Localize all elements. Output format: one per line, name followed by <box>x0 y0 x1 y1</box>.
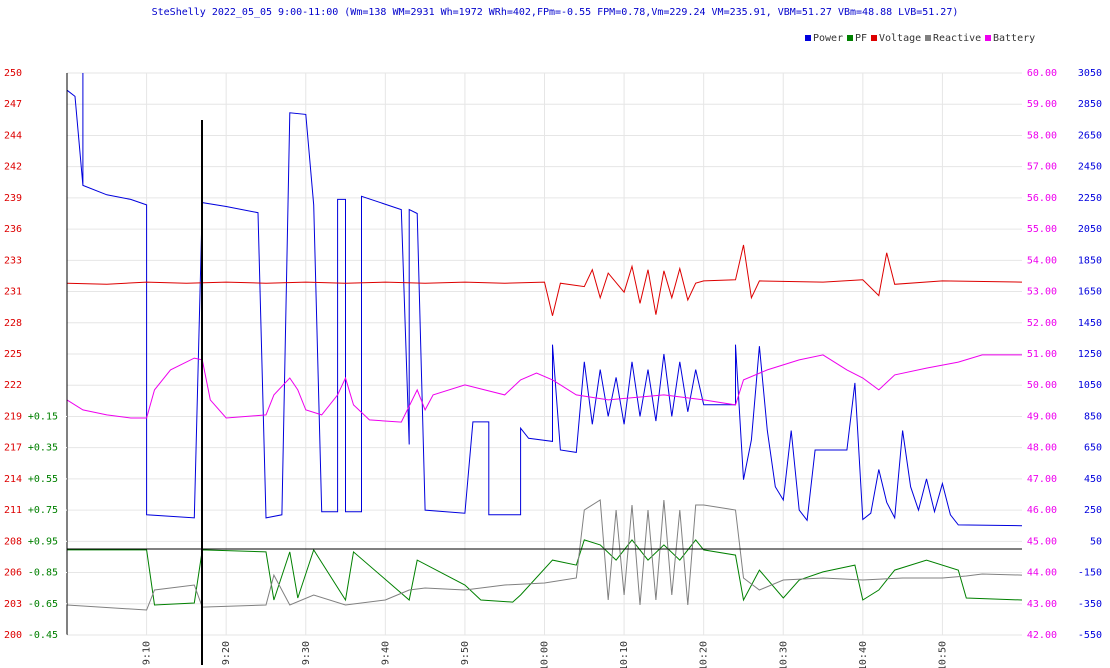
series-line <box>66 354 1022 423</box>
y3-tick-label: 850 <box>1084 411 1102 422</box>
y3-tick-label: 2050 <box>1078 224 1102 235</box>
legend-swatch <box>871 35 877 41</box>
y-tick-label: 242 <box>4 162 22 173</box>
y-tick-label: 250 <box>4 68 22 79</box>
y-tick-label: 239 <box>4 193 22 204</box>
y3-tick-label: 1650 <box>1078 287 1102 298</box>
y3-tick-label: -550 <box>1078 630 1102 641</box>
x-tick-label: 10:20 <box>699 641 710 668</box>
y2-tick-label: 60.00 <box>1027 68 1057 79</box>
y3-tick-label: -350 <box>1078 599 1102 610</box>
y-tick-label: 208 <box>4 536 22 547</box>
chart-title: SteShelly 2022_05_05 9:00-11:00 (Wm=138 … <box>152 7 959 18</box>
legend-swatch <box>847 35 853 41</box>
y3-tick-label: 1450 <box>1078 318 1102 329</box>
y2-tick-label: 59.00 <box>1027 99 1057 110</box>
y3-tick-label: 2450 <box>1078 162 1102 173</box>
legend-label: Power <box>813 33 843 44</box>
grid <box>67 72 1022 636</box>
y2-tick-label: 50.00 <box>1027 380 1057 391</box>
y-tick-label: 231 <box>4 287 22 298</box>
y3-tick-label: 2650 <box>1078 130 1102 141</box>
y-tick-label: 236 <box>4 224 22 235</box>
y-tick-label: 228 <box>4 318 22 329</box>
y2-tick-label: 51.00 <box>1027 349 1057 360</box>
pf-tick-label: -0.85 <box>28 568 58 579</box>
legend-swatch <box>985 35 991 41</box>
y3-tick-label: 2850 <box>1078 99 1102 110</box>
legend-swatch <box>925 35 931 41</box>
x-tick-label: 9:50 <box>460 641 471 665</box>
y-tick-label: 247 <box>4 99 22 110</box>
y-tick-label: 206 <box>4 568 22 579</box>
y2-tick-label: 54.00 <box>1027 255 1057 266</box>
legend-label: Voltage <box>879 33 921 44</box>
y2-tick-label: 56.00 <box>1027 193 1057 204</box>
legend: Power PF Voltage Reactive Battery <box>805 33 1035 44</box>
y3-tick-label: 1850 <box>1078 255 1102 266</box>
y2-tick-label: 45.00 <box>1027 536 1057 547</box>
y-tick-label: 203 <box>4 599 22 610</box>
y-tick-label: 233 <box>4 255 22 266</box>
y2-tick-label: 43.00 <box>1027 599 1057 610</box>
pf-tick-label: +0.95 <box>28 536 58 547</box>
y-tick-label: 214 <box>4 474 22 485</box>
y2-tick-label: 44.00 <box>1027 568 1057 579</box>
x-tick-label: 9:20 <box>221 641 232 665</box>
series-line <box>66 244 1023 316</box>
pf-tick-label: +0.75 <box>28 505 58 516</box>
y2-tick-label: 52.00 <box>1027 318 1057 329</box>
y3-tick-label: 2250 <box>1078 193 1102 204</box>
y3-tick-label: 3050 <box>1078 68 1102 79</box>
y3-tick-label: -150 <box>1078 568 1102 579</box>
y3-tick-label: 1250 <box>1078 349 1102 360</box>
legend-label: PF <box>855 33 867 44</box>
legend-label: Battery <box>993 33 1035 44</box>
series-line <box>66 73 1023 527</box>
x-tick-label: 10:10 <box>619 641 630 668</box>
y-tick-label: 200 <box>4 630 22 641</box>
y3-tick-label: 50 <box>1090 536 1102 547</box>
plot-lines <box>66 73 1023 611</box>
y-tick-label: 211 <box>4 505 22 516</box>
x-tick-label: 9:30 <box>301 641 312 665</box>
y2-tick-label: 53.00 <box>1027 287 1057 298</box>
y3-tick-label: 450 <box>1084 474 1102 485</box>
y3-tick-label: 650 <box>1084 443 1102 454</box>
y-tick-label: 244 <box>4 130 22 141</box>
y3-tick-label: 250 <box>1084 505 1102 516</box>
y-tick-label: 222 <box>4 380 22 391</box>
y2-tick-label: 46.00 <box>1027 505 1057 516</box>
series-line <box>67 539 1023 606</box>
y2-tick-label: 55.00 <box>1027 224 1057 235</box>
x-tick-label: 10:50 <box>937 641 948 668</box>
pf-tick-label: +0.15 <box>28 411 58 422</box>
series-line <box>66 499 1023 611</box>
pf-tick-label: -0.45 <box>28 630 58 641</box>
y-tick-label: 225 <box>4 349 22 360</box>
y2-tick-label: 42.00 <box>1027 630 1057 641</box>
y2-tick-label: 47.00 <box>1027 474 1057 485</box>
legend-label: Reactive <box>933 33 981 44</box>
x-tick-label: 9:10 <box>142 641 153 665</box>
legend-swatch <box>805 35 811 41</box>
y2-tick-label: 49.00 <box>1027 411 1057 422</box>
pf-tick-label: +0.55 <box>28 474 58 485</box>
x-tick-label: 9:40 <box>380 641 391 665</box>
x-tick-label: 10:40 <box>858 641 869 668</box>
y2-tick-label: 57.00 <box>1027 162 1057 173</box>
y-tick-label: 217 <box>4 443 22 454</box>
y-tick-label: 219 <box>4 411 22 422</box>
y2-tick-label: 58.00 <box>1027 130 1057 141</box>
y3-tick-label: 1050 <box>1078 380 1102 391</box>
pf-tick-label: -0.65 <box>28 599 58 610</box>
y2-tick-label: 48.00 <box>1027 443 1057 454</box>
x-tick-label: 10:00 <box>540 641 551 668</box>
axis-labels: 250 247 244 242 239 236 233 231 228 225 222 219 217 2… <box>4 68 1102 668</box>
pf-tick-label: +0.35 <box>28 443 58 454</box>
x-tick-label: 10:30 <box>778 641 789 668</box>
